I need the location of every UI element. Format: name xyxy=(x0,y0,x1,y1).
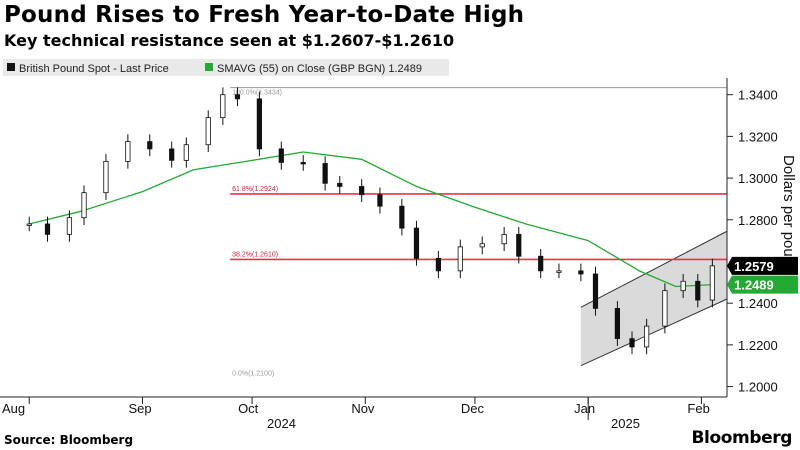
price-candle xyxy=(457,246,463,272)
price-candle xyxy=(501,233,507,245)
price-candle xyxy=(556,270,562,273)
price-candle xyxy=(629,338,635,348)
price-candle xyxy=(183,144,189,161)
svg-text:1.2579: 1.2579 xyxy=(734,259,774,274)
channel-fill xyxy=(580,231,727,366)
last-price-tag: 1.2579 xyxy=(727,256,798,275)
x-tick-label: Oct xyxy=(238,401,259,416)
y-axis-label: Dollars per pound xyxy=(780,155,797,273)
legend-sma: SMAVG (55) on Close (GBP BGN) 1.2489 xyxy=(217,63,422,75)
price-candle xyxy=(103,160,109,194)
price-candle xyxy=(614,307,621,340)
price-candle xyxy=(81,192,87,219)
y-tick-label: 1.2200 xyxy=(738,338,778,353)
price-series xyxy=(26,87,715,355)
y-tick-label: 1.3200 xyxy=(738,129,778,144)
year-label: 2025 xyxy=(611,416,640,431)
price-candle xyxy=(337,182,343,187)
source-note: Source: Bloomberg xyxy=(4,433,134,447)
trend-channel xyxy=(580,230,728,367)
price-candle xyxy=(44,223,51,235)
price-candle xyxy=(578,270,584,275)
price-candle xyxy=(435,257,441,272)
price-candle xyxy=(125,141,131,162)
x-tick-label: Aug xyxy=(2,401,25,416)
price-candle xyxy=(359,186,365,196)
legend-price: British Pound Spot - Last Price xyxy=(19,63,169,75)
legend-bar xyxy=(3,59,449,76)
fib-label: 100.0%(1.3434) xyxy=(232,90,282,97)
y-tick-label: 1.3000 xyxy=(738,171,778,186)
y-tick-label: 1.3400 xyxy=(738,88,778,103)
price-candle xyxy=(220,94,226,119)
price-candle xyxy=(169,148,175,161)
fib-label: 38.2%(1.2610) xyxy=(232,251,278,258)
fib-label: 61.8%(1.2924) xyxy=(232,186,278,193)
price-candle xyxy=(644,325,650,348)
x-tick-label: Nov xyxy=(351,401,375,416)
bloomberg-logo: Bloomberg xyxy=(691,428,792,448)
price-candle xyxy=(479,243,485,248)
svg-text:1.2489: 1.2489 xyxy=(734,278,774,293)
y-tick-label: 1.2000 xyxy=(738,380,778,395)
fib-label: 0.0%(1.2100) xyxy=(232,371,274,378)
price-candle xyxy=(66,217,73,235)
y-tick-label: 1.2800 xyxy=(738,213,778,228)
price-candle xyxy=(278,148,284,163)
x-tick-label: Dec xyxy=(461,401,485,416)
sma-series xyxy=(29,151,713,288)
price-candle xyxy=(234,94,241,100)
price-candle xyxy=(695,280,701,301)
price-candle xyxy=(205,117,211,146)
price-candle xyxy=(26,223,32,226)
channel-lower-line xyxy=(580,298,728,367)
price-candle xyxy=(300,162,306,165)
year-label: 2024 xyxy=(267,416,296,431)
price-candle xyxy=(377,194,383,207)
price-candle xyxy=(592,273,599,309)
x-axis-ticks: Aug Sep Oct Nov Dec Jan Feb 2024 2025 xyxy=(2,397,710,431)
price-candle xyxy=(413,227,420,259)
channel-upper-line xyxy=(580,230,728,308)
price-candle xyxy=(516,233,522,257)
price-candle xyxy=(322,163,328,184)
price-candle xyxy=(680,280,686,292)
y-tick-label: 1.2400 xyxy=(738,296,778,311)
price-candle xyxy=(709,265,715,301)
fibonacci-levels: 100.0%(1.3434) 61.8%(1.2924) 38.2%(1.2610)… xyxy=(230,87,727,378)
chart-subtitle: Key technical resistance seen at $1.2607… xyxy=(4,31,455,50)
price-candle xyxy=(256,98,262,150)
legend-swatch-sma xyxy=(205,63,213,71)
x-tick-label: Feb xyxy=(687,401,709,416)
price-candle xyxy=(662,290,668,327)
price-candle xyxy=(538,255,544,272)
x-tick-label: Sep xyxy=(128,401,151,416)
x-tick-label: Jan xyxy=(574,401,595,416)
sma-line xyxy=(29,151,713,288)
chart-title: Pound Rises to Fresh Year-to-Date High xyxy=(4,2,525,28)
price-candle xyxy=(147,141,153,150)
price-candle xyxy=(399,205,405,229)
sma-price-tag: 1.2489 xyxy=(727,275,798,294)
y-axis-ticks: 1.3400 1.3200 1.3000 1.2800 1.2400 1.2200 1.20… xyxy=(727,88,778,395)
legend-swatch-price xyxy=(7,63,15,71)
